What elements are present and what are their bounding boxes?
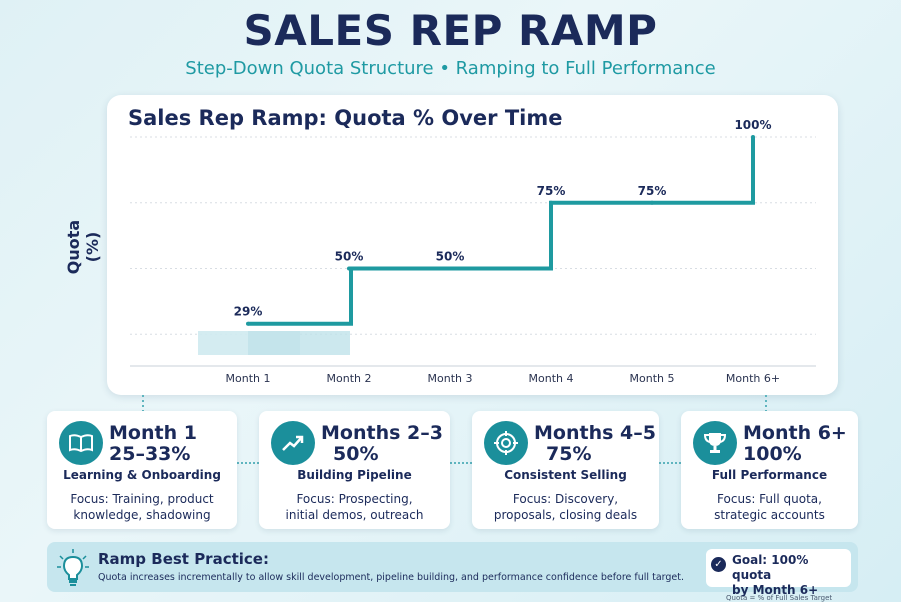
x-tick-label: Month 5 — [630, 372, 675, 385]
data-label: 75% — [537, 184, 566, 198]
check-icon: ✓ — [711, 557, 726, 572]
data-point — [650, 200, 654, 205]
lightbulb-icon — [57, 549, 89, 586]
stage-heading: Month 1 — [109, 422, 197, 444]
stage-subtitle: Building Pipeline — [297, 468, 412, 482]
range-band — [248, 331, 350, 355]
target-icon — [484, 421, 528, 465]
stage-subtitle: Full Performance — [711, 468, 828, 482]
x-tick-label: Month 2 — [327, 372, 372, 385]
page-title: SALES REP RAMP — [243, 6, 658, 55]
best-practice-text: Quota increases incrementally to allow s… — [98, 572, 684, 583]
chart-title: Sales Rep Ramp: Quota % Over Time — [128, 106, 563, 130]
trend-up-icon — [271, 421, 315, 465]
page-subtitle: Step-Down Quota Structure • Ramping to F… — [185, 58, 716, 79]
x-tick-label: Month 3 — [428, 372, 473, 385]
stage-focus-line: Focus: Prospecting, — [296, 492, 413, 506]
x-tick-label: Month 1 — [226, 372, 271, 385]
stage-card-month-1: Month 1 25–33% Learning & Onboarding Focu… — [47, 411, 237, 529]
series-step-line — [248, 137, 755, 326]
stage-focus-line: knowledge, shadowing — [73, 508, 211, 522]
data-point — [347, 266, 351, 271]
stage-heading: Months 2–3 — [321, 422, 443, 444]
best-practice-title: Ramp Best Practice: — [98, 550, 269, 568]
stage-subtitle: Consistent Selling — [504, 468, 627, 482]
data-label: 100% — [734, 118, 771, 132]
data-label: 50% — [436, 250, 465, 264]
stage-focus-line: initial demos, outreach — [285, 508, 424, 522]
stage-focus-line: proposals, closing deals — [493, 508, 638, 522]
stage-heading: Months 4–5 — [534, 422, 656, 444]
data-label: 50% — [335, 250, 364, 264]
stage-connector — [237, 462, 259, 464]
book-icon — [59, 421, 103, 465]
trophy-icon — [693, 421, 737, 465]
stage-connector — [659, 462, 681, 464]
goal-badge — [706, 549, 851, 587]
data-label: 29% — [234, 305, 263, 319]
x-tick-label: Month 4 — [529, 372, 574, 385]
stage-quota: 75% — [546, 443, 592, 465]
stage-quota: 25–33% — [109, 443, 191, 465]
stage-card-month-6-plus: Month 6+ 100% Full Performance Focus: Ful… — [681, 411, 858, 529]
data-point — [751, 135, 755, 139]
stage-subtitle: Learning & Onboarding — [63, 468, 221, 482]
stage-heading: Month 6+ — [743, 422, 847, 444]
data-point — [448, 266, 452, 271]
data-point — [549, 200, 553, 205]
stage-focus-line: Focus: Full quota, — [717, 492, 822, 506]
stage-focus-line: strategic accounts — [714, 508, 825, 522]
data-label: 75% — [638, 184, 667, 198]
footnote: Quota = % of Full Sales Target — [726, 594, 833, 602]
data-point — [246, 321, 250, 326]
stage-connector — [450, 462, 472, 464]
stage-focus-line: Focus: Discovery, — [512, 492, 619, 506]
stage-card-months-2-3: Months 2–3 50% Building Pipeline Focus: P… — [259, 411, 450, 529]
stage-quota: 50% — [333, 443, 379, 465]
stage-quota: 100% — [743, 443, 802, 465]
goal-line: by Month 6+ — [732, 583, 819, 597]
stage-focus-line: Focus: Training, product — [70, 492, 214, 506]
stage-card-months-4-5: Months 4–5 75% Consistent Selling Focus: … — [472, 411, 659, 529]
goal-line: Goal: 100% quota — [732, 553, 809, 582]
x-tick-label: Month 6+ — [726, 372, 780, 385]
